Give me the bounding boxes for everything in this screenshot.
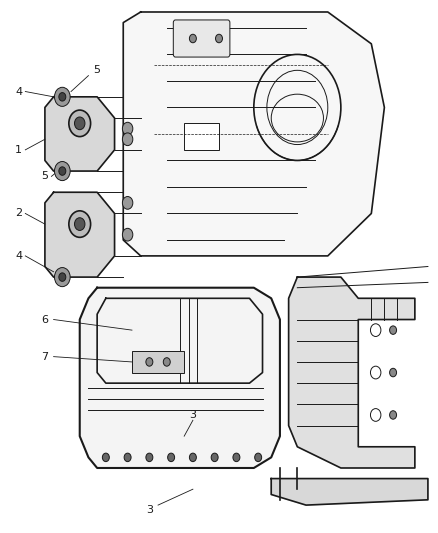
Circle shape [74,117,85,130]
Circle shape [69,110,91,136]
Circle shape [59,93,66,101]
Circle shape [390,411,396,419]
Circle shape [254,453,261,462]
Circle shape [69,211,91,237]
Polygon shape [45,97,115,171]
Circle shape [390,326,396,334]
Text: 3: 3 [146,505,153,515]
FancyBboxPatch shape [173,20,230,57]
Circle shape [168,453,175,462]
Bar [132,351,184,373]
Circle shape [124,453,131,462]
Polygon shape [80,288,280,468]
Circle shape [189,34,196,43]
Text: 7: 7 [41,352,49,361]
Circle shape [390,368,396,377]
Bar [184,123,219,150]
Circle shape [74,217,85,230]
Circle shape [146,453,153,462]
Text: 5: 5 [42,172,49,181]
Text: 5: 5 [94,66,101,75]
Circle shape [54,268,70,287]
Polygon shape [45,192,115,277]
Text: 3: 3 [189,410,196,420]
Text: 6: 6 [42,314,49,325]
Circle shape [122,133,133,146]
Text: 4: 4 [15,86,22,96]
Circle shape [233,453,240,462]
Circle shape [122,197,133,209]
Circle shape [59,167,66,175]
Circle shape [211,453,218,462]
Circle shape [122,228,133,241]
Polygon shape [289,277,415,468]
Circle shape [215,34,223,43]
Circle shape [59,273,66,281]
Polygon shape [271,479,428,505]
Text: 2: 2 [15,208,22,219]
Circle shape [54,87,70,107]
Circle shape [102,453,110,462]
Polygon shape [123,12,385,256]
Text: 4: 4 [15,251,22,261]
Circle shape [163,358,170,366]
Circle shape [122,122,133,135]
Circle shape [146,358,153,366]
Circle shape [54,161,70,181]
Circle shape [189,453,196,462]
Text: 1: 1 [15,145,22,155]
